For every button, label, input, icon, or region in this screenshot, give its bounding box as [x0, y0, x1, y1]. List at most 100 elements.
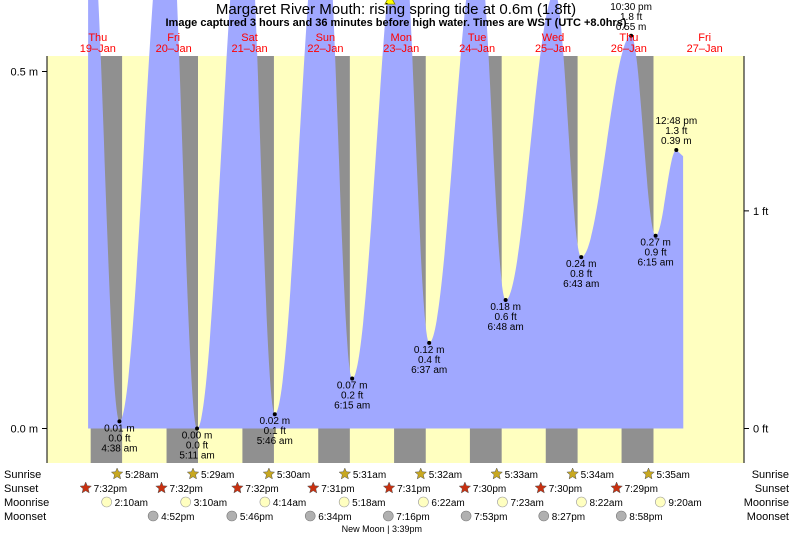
moonrise-icon — [259, 496, 271, 508]
day-date-label: 25–Jan — [535, 43, 571, 55]
chart-title: Margaret River Mouth: rising spring tide… — [216, 1, 576, 18]
day-date-label: 19–Jan — [80, 43, 116, 55]
moonrise-icon — [497, 496, 508, 508]
moonrise-time: 3:10am — [194, 498, 227, 509]
moonset-time: 5:46pm — [240, 512, 273, 523]
day-date-label: 21–Jan — [231, 43, 267, 55]
day-name-label: Fri — [698, 32, 711, 44]
day-name-label: Mon — [391, 32, 412, 44]
moonset-icon — [615, 510, 627, 522]
high-tide-label: 12:48 pm — [655, 116, 697, 127]
low-tide-point — [579, 255, 584, 260]
sunset-icon — [382, 481, 396, 494]
moonrise-time: 6:22am — [431, 498, 464, 509]
low-tide-point — [272, 412, 277, 417]
moonset-icon — [383, 510, 394, 522]
low-tide-point — [195, 426, 200, 431]
sunrise-time: 5:31am — [353, 470, 386, 481]
low-tide-label: 6:48 am — [488, 322, 524, 333]
high-tide-label: 0.55 m — [616, 22, 647, 33]
sunrise-icon — [262, 467, 276, 480]
low-tide-label: 6:15 am — [638, 258, 674, 269]
moonset-time: 7:53pm — [474, 512, 507, 523]
moonrise-icon — [101, 496, 112, 508]
sunrise-time: 5:28am — [125, 470, 158, 481]
day-headers: Thu19–JanFri20–JanSat21–JanSun22–JanMon2… — [80, 32, 723, 55]
high-tide-point — [629, 33, 634, 38]
moonrise-time: 9:20am — [668, 498, 701, 509]
sunset-icon — [610, 481, 623, 494]
sunset-icon — [458, 481, 472, 494]
low-tide-label: 0.00 m — [182, 431, 213, 442]
astro-row-label-right: Sunset — [755, 483, 789, 495]
astro-row-label-right: Moonset — [747, 511, 789, 523]
sunset-time: 7:32pm — [170, 484, 203, 495]
day-name-label: Sun — [316, 32, 336, 44]
low-tide-label: 0.1 ft — [264, 426, 286, 437]
sunset-icon — [534, 481, 548, 494]
low-tide-point — [427, 340, 432, 345]
moonrise-icon — [655, 496, 666, 508]
astro-row-label-left: Moonset — [4, 511, 46, 523]
high-tide-label: 1.3 ft — [665, 126, 687, 137]
tide-series-area — [88, 0, 684, 429]
astro-row-label-left: Moonrise — [4, 497, 49, 509]
sunrise-icon — [642, 467, 655, 480]
moonset-time: 6:34pm — [318, 512, 351, 523]
sunset-time: 7:29pm — [625, 484, 658, 495]
chart-subtitle: Image captured 3 hours and 36 minutes be… — [165, 17, 626, 29]
astro-row-label-right: Moonrise — [744, 497, 789, 509]
day-name-label: Wed — [542, 32, 564, 44]
day-name-label: Fri — [167, 32, 180, 44]
low-tide-label: 6:43 am — [563, 279, 599, 290]
sunrise-icon — [338, 467, 352, 480]
sunrise-time: 5:29am — [201, 470, 234, 481]
low-tide-label: 0.8 ft — [570, 269, 592, 280]
low-tide-label: 6:15 am — [334, 401, 370, 412]
low-tide-label: 4:38 am — [101, 443, 137, 454]
sunset-icon — [79, 481, 93, 494]
low-tide-label: 0.07 m — [337, 381, 368, 392]
moonset-icon — [538, 510, 550, 522]
low-tide-label: 0.4 ft — [418, 355, 440, 366]
current-level-marker — [384, 0, 396, 5]
tide-labels: 7:15 pm2.4 ft0.74 m0.01 m0.0 ft4:38 am8:… — [101, 0, 697, 462]
sunrise-time: 5:34am — [581, 470, 614, 481]
sunset-icon — [231, 481, 244, 494]
low-tide-label: 0.9 ft — [644, 248, 666, 259]
high-tide-label: 10:30 pm — [610, 2, 652, 13]
day-name-label: Thu — [619, 32, 638, 44]
sunrise-icon — [414, 467, 428, 480]
tide-area — [88, 0, 684, 429]
low-tide-label: 0.12 m — [414, 345, 445, 356]
high-tide-label: 1.8 ft — [620, 12, 642, 23]
low-tide-point — [653, 233, 658, 238]
day-date-label: 20–Jan — [156, 43, 192, 55]
sunset-time: 7:30pm — [549, 484, 582, 495]
low-tide-label: 0.0 ft — [186, 441, 208, 452]
moonrise-icon — [180, 496, 191, 508]
low-tide-label: 6:37 am — [411, 365, 447, 376]
moonrise-icon — [418, 496, 429, 508]
moonset-time: 8:58pm — [629, 512, 662, 523]
sunrise-icon — [490, 467, 504, 480]
high-tide-label: 0.39 m — [661, 136, 692, 147]
astro-rows: Sunrise Sunrise Sunset Sunset Moonrise Moonri… — [4, 467, 789, 534]
sunset-time: 7:32pm — [245, 484, 278, 495]
sunrise-time: 5:32am — [429, 470, 462, 481]
sunset-time: 7:32pm — [94, 484, 127, 495]
sunset-time: 7:31pm — [321, 484, 354, 495]
low-tide-label: 5:11 am — [179, 451, 214, 462]
low-tide-label: 0.24 m — [566, 259, 597, 270]
sunset-icon — [155, 481, 168, 494]
right-tick-label: 0 ft — [753, 424, 768, 436]
low-tide-label: 0.01 m — [104, 423, 135, 434]
sunset-time: 7:30pm — [473, 484, 506, 495]
moonset-icon — [304, 510, 316, 522]
right-tick-label: 1 ft — [753, 206, 768, 218]
moonset-time: 8:27pm — [552, 512, 585, 523]
astro-row-label-left: Sunrise — [4, 469, 41, 481]
sunrise-icon — [110, 467, 124, 480]
astro-row-label-left: Sunset — [4, 483, 38, 495]
